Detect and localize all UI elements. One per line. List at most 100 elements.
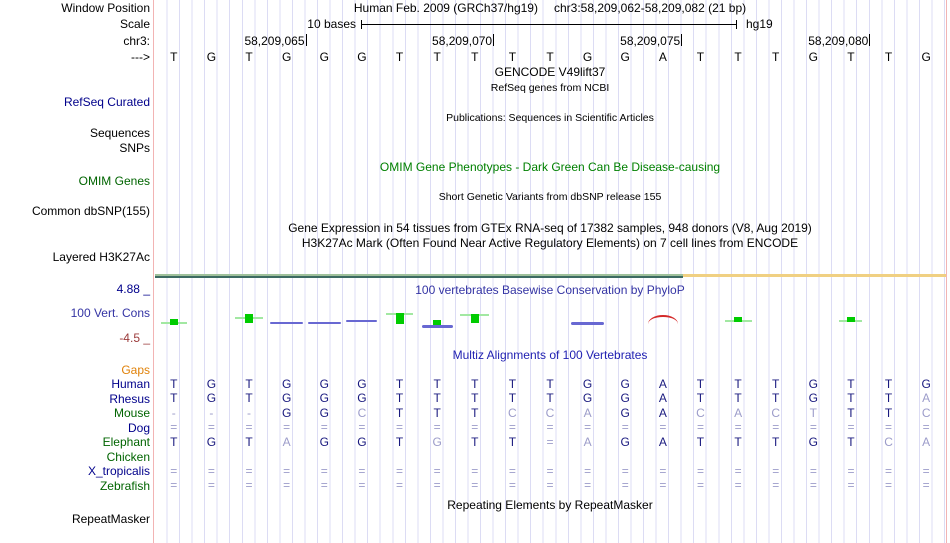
cons-mark-blue-line <box>270 322 304 324</box>
alignment-base: T <box>471 405 479 420</box>
h3k27ac-track-title[interactable]: H3K27Ac Mark (Often Found Near Active Re… <box>301 236 799 250</box>
species-label-human[interactable]: Human <box>111 377 150 391</box>
dbsnp-track-title[interactable]: Short Genetic Variants from dbSNP releas… <box>438 191 662 203</box>
alignment-base: = <box>922 420 930 434</box>
sequence-base: A <box>658 50 667 64</box>
cons-track-title[interactable]: 100 vertebrates Basewise Conservation by… <box>415 283 685 297</box>
alignment-base: T <box>696 391 705 405</box>
alignment-base: G <box>206 391 217 405</box>
omim-track-title[interactable]: OMIM Gene Phenotypes - Dark Green Can Be… <box>379 160 721 174</box>
alignment-base: - <box>209 405 214 420</box>
coordinate-tick <box>681 34 683 46</box>
alignment-base: T <box>847 434 855 449</box>
species-label-chicken[interactable]: Chicken <box>106 449 150 464</box>
alignment-base: = <box>358 478 366 492</box>
alignment-base: T <box>508 376 517 391</box>
coordinate-label: 58,209,070 <box>432 34 493 48</box>
alignment-base: = <box>396 420 404 434</box>
repeatmasker-track-title[interactable]: Repeating Elements by RepeatMasker <box>447 498 653 512</box>
gtex-track-title[interactable]: Gene Expression in 54 tissues from GTEx … <box>288 221 812 235</box>
alignment-base: = <box>546 420 554 434</box>
alignment-base: T <box>809 405 817 420</box>
multiz-track-title[interactable]: Multiz Alignments of 100 Vertebrates <box>452 348 648 362</box>
h3k27ac-label[interactable]: Layered H3K27Ac <box>52 250 150 264</box>
alignment-base: T <box>696 434 705 449</box>
alignment-base: = <box>696 420 704 434</box>
right-edge-line <box>946 0 947 543</box>
alignment-base: = <box>546 434 554 449</box>
alignment-base: = <box>508 420 516 434</box>
alignment-base: = <box>809 463 817 478</box>
species-label-zebrafish[interactable]: Zebrafish <box>99 478 150 493</box>
alignment-base: = <box>245 420 253 434</box>
gencode-track-title[interactable]: GENCODE V49lift37 <box>494 65 606 79</box>
alignment-base: T <box>245 434 253 449</box>
alignment-base: C <box>545 405 555 420</box>
alignment-base: T <box>471 434 479 449</box>
cons-mark-blue-line <box>571 322 605 325</box>
publications-track-title[interactable]: Publications: Sequences in Scientific Ar… <box>446 112 654 124</box>
alignment-base: = <box>734 420 742 434</box>
refseq-track-subtitle[interactable]: RefSeq genes from NCBI <box>490 82 610 94</box>
cons-track-label[interactable]: 100 Vert. Cons <box>70 306 150 320</box>
alignment-base: T <box>847 405 855 420</box>
alignment-base: T <box>772 434 780 449</box>
assembly-title: Human Feb. 2009 (GRCh37/hg19) <box>353 1 538 15</box>
alignment-base: = <box>508 478 516 492</box>
cons-axis-max: 4.88 _ <box>116 282 150 296</box>
alignment-base: = <box>922 463 930 478</box>
alignment-base: T <box>546 391 554 405</box>
alignment-base: G <box>620 434 630 449</box>
alignment-base: = <box>283 420 291 434</box>
repeatmasker-label[interactable]: RepeatMasker <box>71 512 150 526</box>
species-label-gaps[interactable]: Gaps <box>121 363 150 377</box>
alignment-base: = <box>283 478 291 492</box>
species-label-rhesus[interactable]: Rhesus <box>109 391 150 406</box>
alignment-base: T <box>245 376 253 391</box>
alignment-base: T <box>734 376 742 391</box>
alignment-base: = <box>471 420 479 434</box>
alignment-base: = <box>621 420 629 434</box>
alignment-base: T <box>170 434 178 449</box>
alignment-base: C <box>508 405 517 420</box>
alignment-base: = <box>508 463 516 478</box>
alignment-base: T <box>884 391 893 405</box>
alignment-base: = <box>922 478 930 492</box>
omim-genes-label[interactable]: OMIM Genes <box>78 174 150 188</box>
alignment-base: = <box>245 463 253 478</box>
alignment-base: = <box>696 478 704 492</box>
sequence-base: G <box>281 50 292 64</box>
species-label-x_tropicalis[interactable]: X_tropicalis <box>87 464 150 478</box>
sequence-base: T <box>471 50 479 64</box>
sequence-base: T <box>433 50 441 64</box>
snps-label[interactable]: SNPs <box>119 141 150 155</box>
coordinate-label: 58,209,075 <box>620 34 681 48</box>
cons-mark-green-box <box>395 313 404 324</box>
alignment-base: G <box>921 376 931 391</box>
dbsnp-label[interactable]: Common dbSNP(155) <box>31 204 150 218</box>
refseq-curated-label[interactable]: RefSeq Curated <box>63 95 150 109</box>
alignment-base: = <box>847 463 855 478</box>
coordinate-label: 58,209,080 <box>808 34 869 48</box>
alignment-base: A <box>282 434 291 449</box>
alignment-base: = <box>584 478 592 492</box>
alignment-base: = <box>659 463 667 478</box>
alignment-base: G <box>357 391 367 405</box>
species-label-elephant[interactable]: Elephant <box>102 435 150 449</box>
sequences-label[interactable]: Sequences <box>89 126 150 140</box>
base-grid-lines <box>155 0 946 543</box>
cons-mark-green-box <box>470 314 479 323</box>
species-label-mouse[interactable]: Mouse <box>113 406 150 420</box>
alignment-base: T <box>433 376 441 391</box>
alignment-base: A <box>658 434 667 449</box>
sequence-base: T <box>696 50 705 64</box>
alignment-base: = <box>207 420 215 434</box>
alignment-base: G <box>357 434 367 449</box>
alignment-base: C <box>357 405 367 420</box>
sequence-base: T <box>884 50 893 64</box>
species-label-dog[interactable]: Dog <box>127 420 150 435</box>
alignment-base: T <box>508 391 517 405</box>
alignment-base: = <box>546 463 554 478</box>
alignment-base: T <box>170 376 178 391</box>
